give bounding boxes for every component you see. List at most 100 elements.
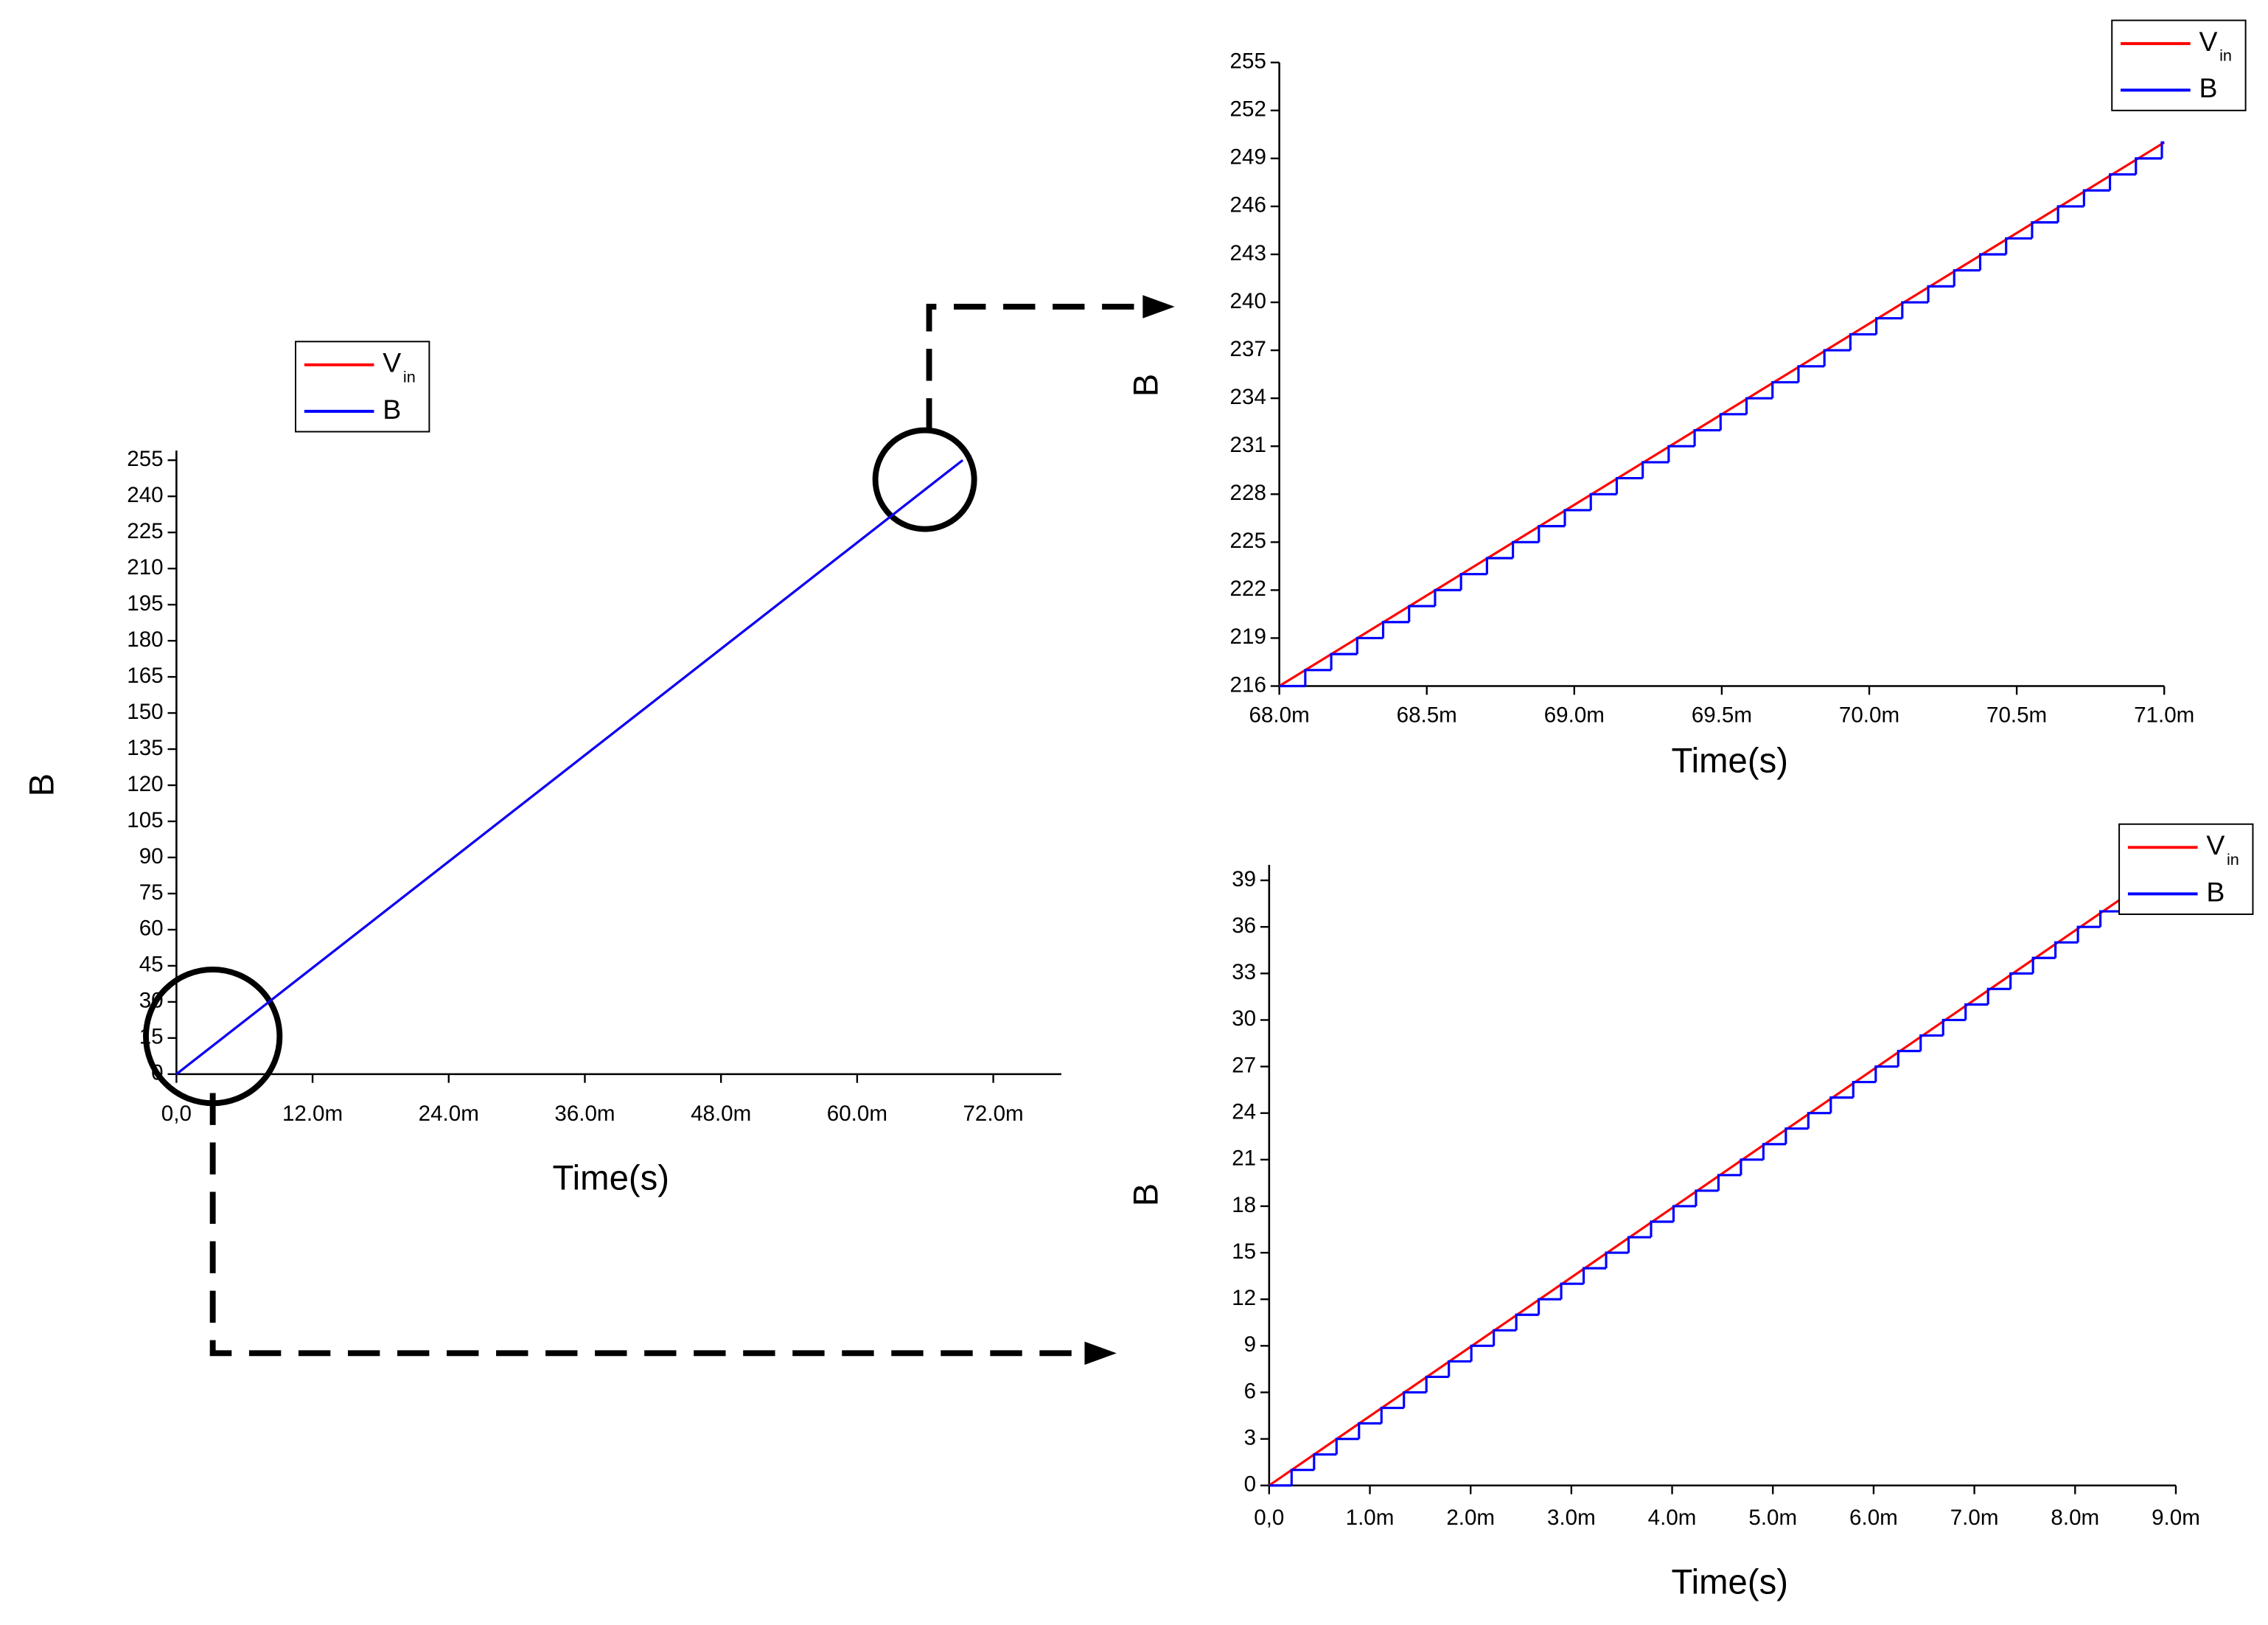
step xyxy=(1538,1298,1562,1315)
y-tick-label: 150 xyxy=(127,700,163,724)
step xyxy=(1672,1205,1696,1222)
legend-subscript: in xyxy=(2219,46,2232,65)
y-tick-label: 24 xyxy=(1232,1099,1256,1124)
step xyxy=(1829,1096,1854,1113)
step xyxy=(2031,956,2056,974)
y-tick-label: 6 xyxy=(1244,1379,1256,1403)
x-tick-label: 60.0m xyxy=(827,1102,887,1126)
y-tick-label: 225 xyxy=(127,519,163,543)
x-tick-label: 70.0m xyxy=(1839,703,1899,728)
step xyxy=(1897,1049,1921,1067)
arrow-head xyxy=(1084,1341,1117,1365)
legend-label: V xyxy=(383,347,401,378)
step xyxy=(1901,301,1929,319)
step xyxy=(1797,365,1825,383)
x-tick-label: 6.0m xyxy=(1849,1506,1898,1530)
x-tick-label: 5.0m xyxy=(1748,1506,1797,1530)
step xyxy=(1953,269,1981,287)
dashed-connector xyxy=(926,304,1146,431)
y-tick-label: 15 xyxy=(1232,1239,1256,1264)
x-tick-label: 0,0 xyxy=(1254,1506,1284,1530)
legend-box xyxy=(2118,823,2254,915)
step xyxy=(1493,1329,1517,1346)
zoom-annotations xyxy=(143,295,1175,1365)
x-tick-label: 68.0m xyxy=(1249,703,1310,728)
x-tick-label: 7.0m xyxy=(1950,1506,1999,1530)
y-tick-label: 252 xyxy=(1230,97,1266,122)
step xyxy=(1335,1438,1359,1455)
step xyxy=(2009,972,2034,989)
y-tick-label: 36 xyxy=(1232,914,1256,938)
step xyxy=(1927,285,1955,303)
step xyxy=(1355,636,1384,655)
y-tick-label: 3 xyxy=(1244,1425,1256,1450)
y-tick-label: 120 xyxy=(127,772,163,796)
step xyxy=(1304,669,1332,686)
step xyxy=(1667,445,1695,462)
y-tick-label: 27 xyxy=(1232,1053,1256,1077)
legend-label: B xyxy=(383,394,401,425)
step xyxy=(1693,428,1721,447)
x-tick-label: 4.0m xyxy=(1648,1506,1697,1530)
y-tick-label: 255 xyxy=(127,447,163,471)
y-tick-label: 219 xyxy=(1230,624,1266,649)
step xyxy=(1434,588,1462,607)
step xyxy=(2054,941,2079,958)
y-tick-label: 0 xyxy=(1244,1472,1256,1497)
y-tick-label: 0 xyxy=(151,1061,163,1085)
y-tick-label: 90 xyxy=(139,844,164,869)
step xyxy=(1719,413,1747,431)
series-line xyxy=(175,459,963,1076)
y-tick-label: 240 xyxy=(127,483,163,507)
x-tick-label: 12.0m xyxy=(282,1102,343,1126)
dashed-connector xyxy=(209,1093,1088,1357)
y-tick-label: 180 xyxy=(127,627,163,652)
y-tick-label: 228 xyxy=(1230,481,1266,505)
y-tick-label: 240 xyxy=(1230,289,1266,313)
x-tick-label: 69.0m xyxy=(1544,703,1605,728)
y-tick-label: 255 xyxy=(1230,49,1266,74)
step xyxy=(1919,1034,1944,1051)
step xyxy=(1582,1267,1607,1284)
step xyxy=(1538,525,1566,543)
step xyxy=(1313,1453,1337,1470)
x-tick-label: 2.0m xyxy=(1446,1506,1495,1530)
step xyxy=(1358,1422,1382,1439)
step xyxy=(1330,653,1358,670)
step xyxy=(1762,1143,1786,1160)
step xyxy=(1986,987,2011,1005)
step xyxy=(1485,557,1513,574)
x-tick-label: 24.0m xyxy=(419,1102,479,1126)
step xyxy=(1615,477,1643,495)
y-tick-label: 195 xyxy=(127,591,163,616)
step xyxy=(2005,237,2032,254)
y-tick-label: 246 xyxy=(1230,193,1266,218)
y-tick-label: 15 xyxy=(139,1025,164,1049)
step xyxy=(1941,1018,1966,1036)
step xyxy=(1470,1344,1494,1362)
step xyxy=(1459,573,1487,591)
step xyxy=(2099,910,2124,928)
step xyxy=(1852,1081,1876,1098)
x-tick-label: 71.0m xyxy=(2134,703,2194,728)
step xyxy=(1290,1469,1314,1486)
step xyxy=(2056,205,2084,223)
y-tick-label: 222 xyxy=(1230,577,1266,601)
step xyxy=(2076,925,2101,943)
x-tick-label: 8.0m xyxy=(2051,1506,2099,1530)
x-tick-label: 3.0m xyxy=(1547,1506,1596,1530)
step xyxy=(1641,461,1669,479)
step xyxy=(1849,333,1877,351)
step xyxy=(1717,1174,1741,1191)
y-axis-title: B xyxy=(22,773,61,797)
step xyxy=(1512,540,1539,559)
step xyxy=(1380,1406,1404,1424)
x-axis-title: Time(s) xyxy=(1672,1562,1789,1601)
y-tick-label: 210 xyxy=(127,555,163,580)
step xyxy=(2031,221,2059,239)
y-tick-label: 45 xyxy=(139,953,164,977)
x-axis-title: Time(s) xyxy=(553,1158,670,1197)
step xyxy=(1515,1313,1539,1331)
